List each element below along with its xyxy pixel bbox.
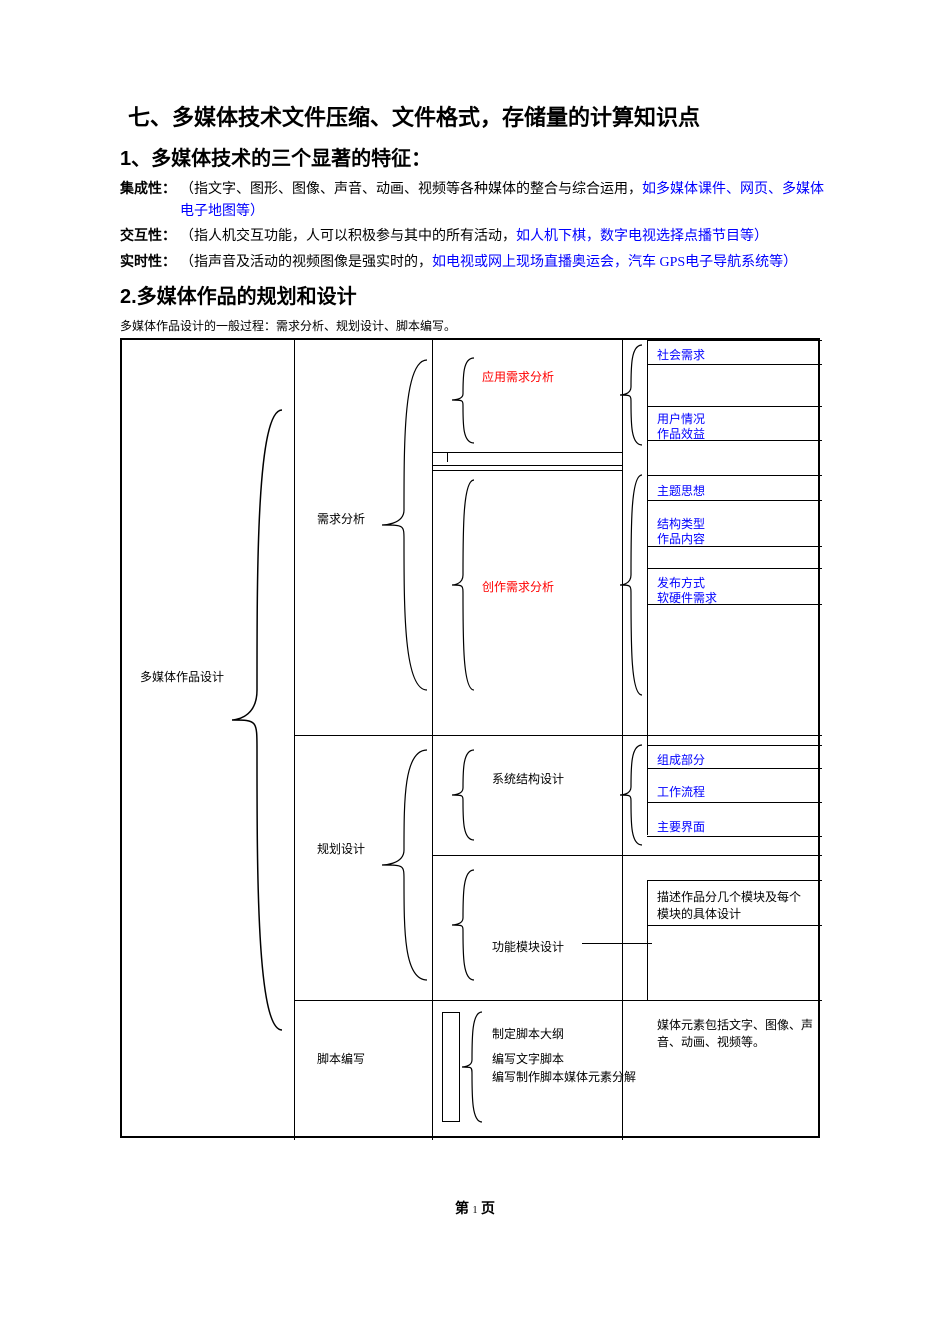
brace-icon [620, 345, 646, 445]
feature-row: 实时性： （指声音及活动的视频图像是强实时的，如电视或网上现场直播奥运会，汽车 … [120, 252, 830, 274]
l3-label: 功能模块设计 [492, 938, 564, 955]
l3-label: 系统结构设计 [492, 770, 564, 787]
feature-desc: （指声音及活动的视频图像是强实时的，如电视或网上现场直播奥运会，汽车 GPS电子… [176, 252, 830, 274]
l2-label: 规划设计 [317, 840, 365, 857]
feature-label: 实时性： [120, 252, 176, 274]
feature-desc: （指人机交互功能，人可以积极参与其中的所有活动，如人机下棋，数字电视选择点播节目… [176, 226, 830, 248]
l2-label: 脚本编写 [317, 1050, 365, 1067]
l4-label: 组成部分 [657, 751, 705, 768]
brace-icon [452, 870, 478, 980]
l4-label: 主要界面 [657, 818, 705, 835]
brace-icon [620, 475, 646, 695]
feature-desc: （指文字、图形、图像、声音、动画、视频等各种媒体的整合与综合运用，如多媒体课件、… [176, 179, 830, 222]
page-number: 第 1 页 [120, 1198, 830, 1218]
subtitle: 多媒体作品设计的一般过程：需求分析、规划设计、脚本编写。 [120, 317, 830, 334]
l4-label: 主题思想 [657, 482, 705, 499]
brace-icon [232, 410, 292, 1030]
feature-row: 交互性： （指人机交互功能，人可以积极参与其中的所有活动，如人机下棋，数字电视选… [120, 226, 830, 248]
brace-icon [382, 750, 432, 980]
l3-label: 编写文字脚本 [492, 1050, 564, 1067]
l4-label: 媒体元素包括文字、图像、声音、动画、视频等。 [657, 1016, 817, 1050]
l4-label: 描述作品分几个模块及每个模块的具体设计 [657, 888, 812, 922]
l4-label: 社会需求 [657, 346, 705, 363]
brace-icon [462, 1012, 486, 1122]
l3-label: 制定脚本大纲 [492, 1025, 564, 1042]
l3-label: 创作需求分析 [482, 578, 554, 595]
main-title: 七、多媒体技术文件压缩、文件格式，存储量的计算知识点 [120, 100, 830, 132]
brace-icon [452, 358, 478, 443]
l2-label: 需求分析 [317, 510, 365, 527]
brace-icon [382, 360, 432, 690]
brace-icon [620, 745, 646, 845]
brace-icon [452, 750, 478, 840]
section1-header: 1、多媒体技术的三个显著的特征： [120, 142, 830, 171]
root-label: 多媒体作品设计 [140, 668, 224, 685]
feature-label: 集成性： [120, 179, 176, 222]
brace-icon [452, 480, 478, 690]
tree-diagram: 多媒体作品设计 需求分析 规划设计 脚本编写 应用需求分析 创作需求分析 系统结… [120, 338, 820, 1138]
feature-row: 集成性： （指文字、图形、图像、声音、动画、视频等各种媒体的整合与综合运用，如多… [120, 179, 830, 222]
l4-label: 作品内容 [657, 530, 705, 547]
l4-label: 工作流程 [657, 783, 705, 800]
feature-label: 交互性： [120, 226, 176, 248]
l3-label: 应用需求分析 [482, 368, 554, 385]
section2-header: 2.多媒体作品的规划和设计 [120, 280, 830, 309]
l3-label: 编写制作脚本媒体元素分解 [492, 1068, 636, 1085]
